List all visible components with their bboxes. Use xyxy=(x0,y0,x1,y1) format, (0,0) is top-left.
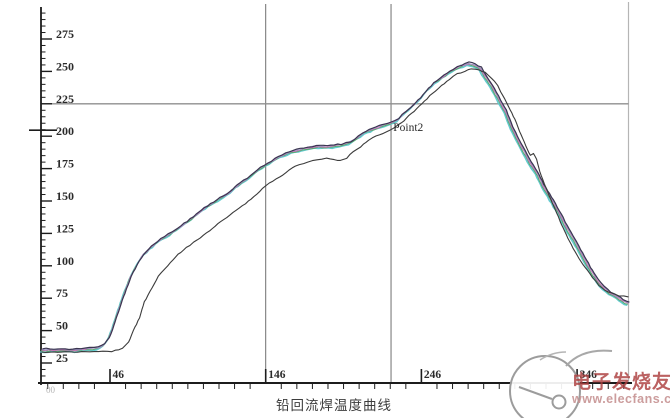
y-tick-label-50: 50 xyxy=(56,319,68,333)
y-tick-label-275: 275 xyxy=(56,27,74,41)
y-tick-label-150: 150 xyxy=(56,189,74,203)
x-tick-label-146: 146 xyxy=(268,369,286,381)
chart-title: 铅回流焊温度曲线 xyxy=(276,398,392,413)
y-tick-label-100: 100 xyxy=(56,254,74,268)
y-tick-label-75: 75 xyxy=(56,286,68,300)
watermark-brand: 电子发烧友 xyxy=(572,372,670,393)
x-tick-label-46: 46 xyxy=(113,369,125,381)
y-tick-label-225: 225 xyxy=(56,92,74,106)
y-tick-label-25: 25 xyxy=(56,351,68,365)
x-tick-label-346: 346 xyxy=(580,369,598,381)
y-tick-label-125: 125 xyxy=(56,221,74,235)
watermark-url: www.elecfans.com xyxy=(572,392,670,406)
series-profile-bundle-5 xyxy=(42,61,630,351)
y-tick-label-200: 200 xyxy=(56,124,74,138)
y-tick-label-175: 175 xyxy=(56,157,74,171)
axis-origin-label: 00 xyxy=(46,385,55,395)
annotation-point2: Point2 xyxy=(393,122,423,134)
series-reference-profile xyxy=(41,68,629,353)
y-tick-label-250: 250 xyxy=(56,59,74,73)
x-tick-label-246: 246 xyxy=(424,369,442,381)
